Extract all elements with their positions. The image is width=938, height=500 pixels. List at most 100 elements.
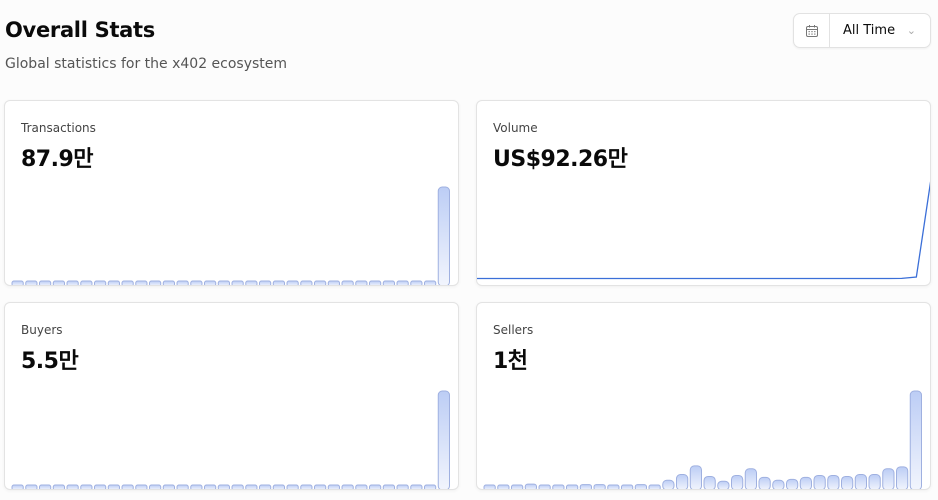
chart-bar: [511, 484, 524, 489]
chart-bar: [52, 280, 65, 285]
stat-value: 5.5만: [21, 349, 79, 374]
chart-bar: [410, 484, 423, 489]
chart-bar: [424, 484, 437, 489]
volume-line: [477, 181, 930, 280]
chart-bar: [80, 280, 93, 285]
chart-bar: [689, 465, 702, 489]
chart-bar: [272, 484, 285, 489]
chart-bar: [882, 468, 895, 489]
stat-card-volume: Volume US$92.26만: [476, 100, 931, 286]
chart-bar: [607, 484, 620, 489]
chart-bar: [190, 280, 203, 285]
chart-bar: [396, 280, 409, 285]
chart-bar: [744, 468, 757, 489]
chart-bar: [868, 474, 881, 489]
chart-bar: [841, 475, 854, 489]
chart-bar: [66, 484, 79, 489]
chart-bar: [107, 280, 120, 285]
chart-bar: [703, 475, 716, 489]
chart-bar: [327, 484, 340, 489]
chart-bar: [286, 484, 299, 489]
chart-bar: [896, 466, 909, 489]
chart-bar: [854, 474, 867, 489]
chart-bar: [758, 476, 771, 489]
chart-bar: [772, 479, 785, 489]
stat-card-sellers: Sellers 1천: [476, 302, 931, 490]
chart-bar: [621, 484, 634, 489]
chart-bar: [410, 280, 423, 285]
chart-bar: [717, 480, 730, 489]
chart-bar: [341, 484, 354, 489]
chart-bar: [300, 280, 313, 285]
chart-bar: [538, 484, 551, 489]
chart-bar: [552, 484, 565, 489]
chart-bar: [39, 280, 52, 285]
chart-bar: [176, 484, 189, 489]
chart-bar: [162, 484, 175, 489]
chart-bar: [676, 474, 689, 489]
chart-bar: [190, 484, 203, 489]
chart-bar: [272, 280, 285, 285]
chart-bar: [786, 478, 799, 489]
chart-bar: [39, 484, 52, 489]
chart-bar: [94, 280, 107, 285]
transactions-chart: [11, 186, 450, 285]
chart-bar: [382, 484, 395, 489]
sellers-chart: [483, 390, 922, 489]
chart-bar: [327, 280, 340, 285]
chart-bar: [566, 484, 579, 489]
chart-bar: [497, 484, 510, 489]
chart-bar: [437, 186, 450, 285]
range-selected-value: All Time: [843, 23, 896, 38]
stat-card-buyers: Buyers 5.5만: [4, 302, 459, 490]
stat-value: 1천: [493, 349, 528, 374]
chart-bar: [396, 484, 409, 489]
chart-bar: [11, 280, 24, 285]
chart-bar: [813, 474, 826, 489]
chart-bar: [300, 484, 313, 489]
chart-bar: [524, 483, 537, 489]
page-subtitle: Global statistics for the x402 ecosystem: [5, 56, 288, 72]
chart-bar: [25, 484, 38, 489]
chart-bar: [355, 280, 368, 285]
chart-bar: [909, 390, 922, 489]
chart-bar: [648, 484, 661, 489]
chart-bar: [245, 280, 258, 285]
chart-bar: [341, 280, 354, 285]
stat-value: US$92.26만: [493, 147, 628, 172]
chart-bar: [369, 484, 382, 489]
buyers-chart: [11, 390, 450, 489]
chart-bar: [11, 484, 24, 489]
stat-value: 87.9만: [21, 147, 94, 172]
volume-chart: [477, 181, 930, 280]
chart-bar: [94, 484, 107, 489]
chart-bar: [314, 484, 327, 489]
chart-bar: [286, 280, 299, 285]
chart-bar: [355, 484, 368, 489]
chart-bar: [204, 484, 217, 489]
chart-bar: [217, 280, 230, 285]
chart-bar: [135, 484, 148, 489]
chart-bar: [66, 280, 79, 285]
chart-bar: [662, 479, 675, 489]
calendar-button[interactable]: [794, 14, 830, 47]
range-select[interactable]: All Time ⌄: [830, 14, 930, 47]
chart-bar: [52, 484, 65, 489]
chart-bar: [259, 484, 272, 489]
chart-bar: [827, 474, 840, 489]
chart-bar: [176, 280, 189, 285]
page-title: Overall Stats: [5, 18, 155, 42]
chart-bar: [369, 280, 382, 285]
stat-label: Sellers: [493, 323, 534, 337]
calendar-icon: [805, 24, 818, 37]
chart-bar: [149, 280, 162, 285]
stat-label: Buyers: [21, 323, 63, 337]
chart-bar: [80, 484, 93, 489]
chart-bar: [731, 474, 744, 489]
stat-label: Volume: [493, 121, 538, 135]
chart-bar: [135, 280, 148, 285]
chart-bar: [382, 280, 395, 285]
chart-bar: [217, 484, 230, 489]
chart-bar: [437, 390, 450, 489]
date-range-picker[interactable]: All Time ⌄: [793, 13, 931, 48]
